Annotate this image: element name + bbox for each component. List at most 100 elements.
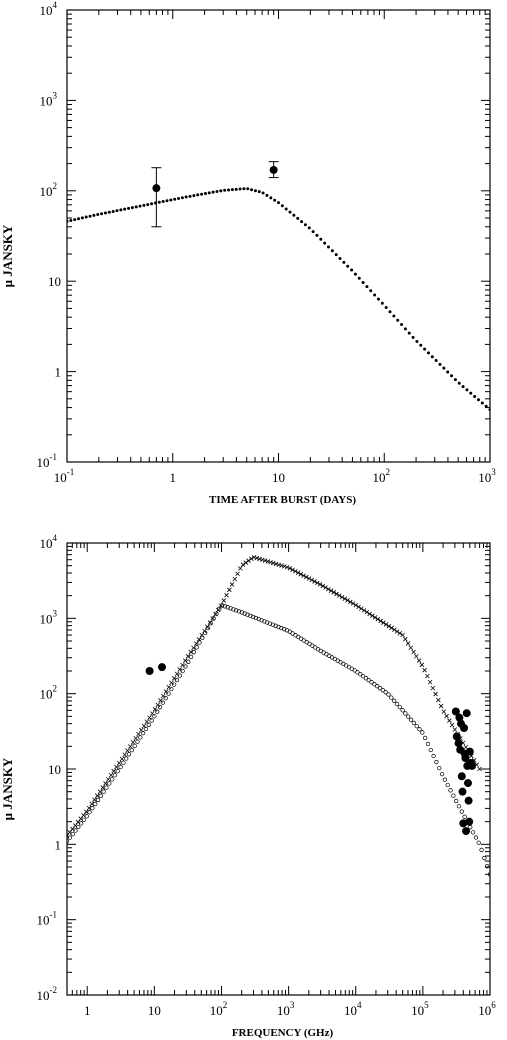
model-cross bbox=[227, 587, 232, 593]
model-point bbox=[415, 339, 419, 343]
model-cross bbox=[427, 679, 433, 685]
model-cross bbox=[306, 576, 312, 581]
y-tick-base: 10 bbox=[40, 93, 53, 108]
model-point bbox=[453, 378, 457, 382]
y-tick-label: 10-2 bbox=[37, 985, 58, 1003]
model-circle bbox=[73, 828, 78, 833]
y-tick-base: 10 bbox=[48, 762, 61, 777]
model-point bbox=[388, 310, 392, 314]
model-circle bbox=[487, 872, 490, 877]
model-cross bbox=[284, 564, 290, 570]
model-circle bbox=[149, 718, 154, 723]
model-point bbox=[423, 347, 427, 351]
series-points-with-errors bbox=[151, 161, 279, 228]
model-circle bbox=[177, 673, 182, 678]
data-point bbox=[152, 184, 161, 193]
x-tick-exp: 3 bbox=[290, 1000, 295, 1010]
model-cross bbox=[328, 588, 334, 593]
model-circle bbox=[403, 711, 408, 716]
model-cross bbox=[394, 629, 400, 634]
model-cross bbox=[238, 566, 243, 571]
model-circle bbox=[78, 821, 84, 826]
model-cross bbox=[463, 744, 469, 750]
model-cross bbox=[171, 676, 177, 681]
model-cross bbox=[383, 622, 389, 627]
model-cross bbox=[169, 680, 174, 686]
model-circle bbox=[180, 668, 185, 674]
x-tick-label: 10 bbox=[148, 1003, 161, 1018]
model-circle bbox=[397, 704, 402, 710]
data-point bbox=[452, 732, 461, 741]
model-cross bbox=[331, 590, 337, 595]
x-tick-exp: 3 bbox=[491, 467, 496, 477]
model-point bbox=[269, 196, 273, 200]
model-circle bbox=[194, 645, 199, 650]
x-tick-label: 10-1 bbox=[54, 467, 75, 485]
model-circle bbox=[355, 670, 360, 675]
model-circle bbox=[406, 714, 411, 719]
model-cross bbox=[97, 789, 103, 794]
model-circle bbox=[420, 730, 425, 735]
model-circle bbox=[360, 674, 366, 679]
x-tick-base: 10 bbox=[344, 1003, 357, 1018]
model-point bbox=[88, 214, 92, 218]
model-point bbox=[161, 199, 165, 203]
model-cross bbox=[216, 607, 221, 613]
model-point bbox=[103, 211, 107, 215]
model-circle bbox=[445, 782, 450, 788]
model-point bbox=[365, 285, 369, 289]
model-cross bbox=[414, 653, 419, 659]
model-point bbox=[469, 391, 473, 395]
model-point bbox=[227, 188, 231, 192]
model-point bbox=[361, 280, 365, 284]
model-circle bbox=[236, 609, 242, 614]
y-tick-label: 1 bbox=[55, 365, 62, 380]
model-point bbox=[138, 204, 142, 208]
model-cross bbox=[419, 662, 425, 668]
model-point bbox=[165, 199, 169, 203]
model-cross bbox=[298, 571, 304, 577]
model-point bbox=[127, 206, 131, 210]
model-circle bbox=[391, 698, 397, 703]
model-cross bbox=[452, 727, 458, 732]
model-cross bbox=[279, 563, 284, 568]
model-point bbox=[73, 218, 77, 222]
model-point bbox=[303, 223, 307, 227]
model-cross bbox=[449, 722, 455, 728]
model-point bbox=[157, 200, 161, 204]
model-point bbox=[392, 314, 396, 318]
model-cross bbox=[356, 604, 361, 610]
model-point bbox=[446, 370, 450, 374]
model-circle bbox=[267, 621, 273, 626]
model-cross bbox=[235, 571, 240, 577]
model-cross bbox=[257, 556, 262, 562]
model-point bbox=[223, 188, 227, 192]
model-cross bbox=[229, 582, 235, 587]
model-circle bbox=[485, 864, 490, 869]
model-circle bbox=[166, 691, 171, 696]
y-tick-label: 103 bbox=[40, 90, 58, 108]
model-circle bbox=[476, 840, 481, 845]
model-cross bbox=[163, 689, 169, 694]
model-circle bbox=[242, 611, 247, 616]
model-point bbox=[457, 381, 461, 385]
model-point bbox=[311, 230, 315, 234]
data-point bbox=[157, 663, 166, 672]
series-dotted-model bbox=[67, 187, 490, 412]
model-cross bbox=[375, 616, 381, 622]
model-circle bbox=[428, 747, 433, 753]
x-tick-base: 10 bbox=[373, 470, 386, 485]
model-circle bbox=[163, 695, 168, 701]
y-axis-label: μ JANSKY bbox=[0, 224, 15, 287]
x-tick-exp: 6 bbox=[491, 1000, 496, 1010]
model-point bbox=[192, 194, 196, 198]
model-circle bbox=[473, 835, 479, 840]
y-tick-label: 104 bbox=[40, 0, 58, 18]
model-circle bbox=[366, 678, 371, 683]
model-cross bbox=[386, 623, 392, 629]
model-point bbox=[111, 209, 115, 213]
y-tick-base: 10 bbox=[40, 3, 53, 18]
model-cross bbox=[334, 591, 339, 597]
model-point bbox=[346, 264, 350, 268]
model-circle bbox=[132, 743, 137, 748]
